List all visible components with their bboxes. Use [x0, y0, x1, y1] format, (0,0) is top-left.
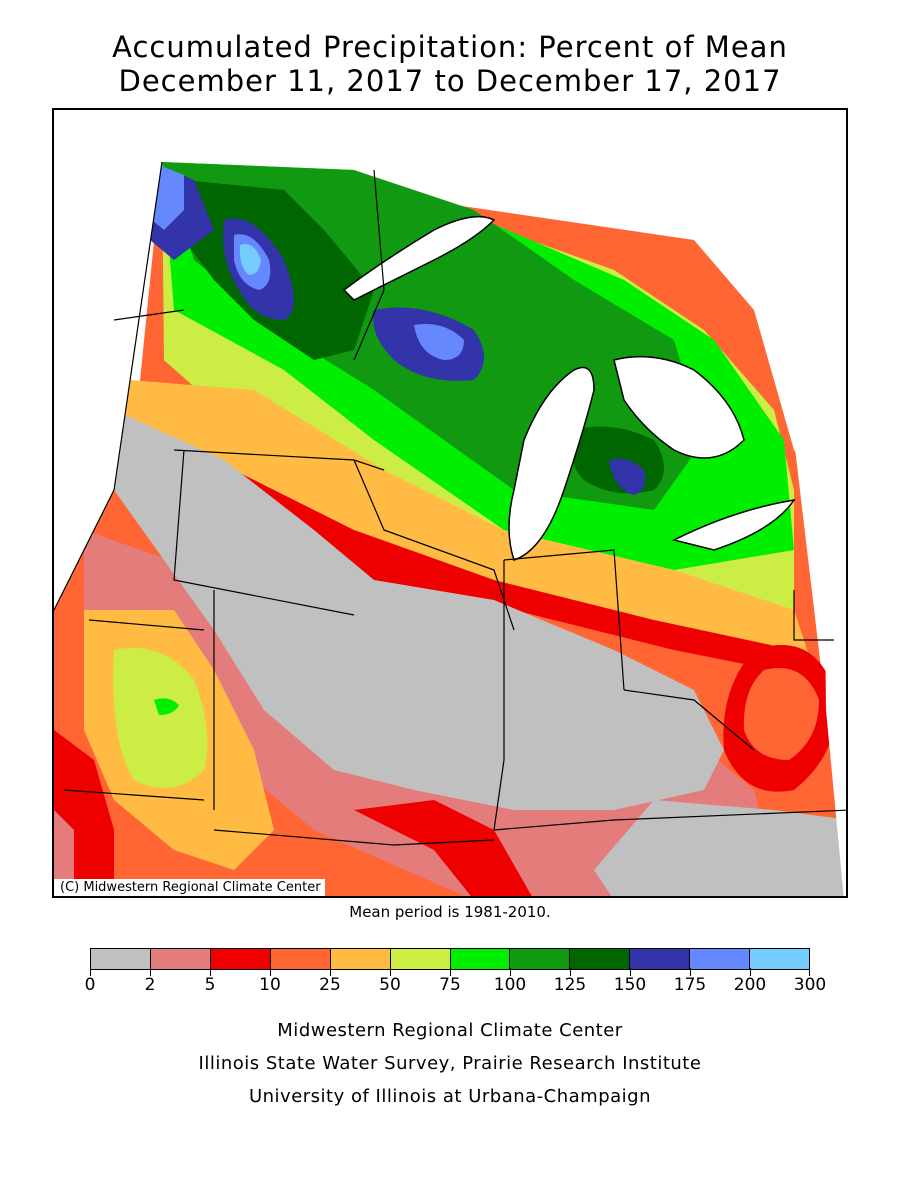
legend-tick [90, 968, 91, 976]
legend-break-label: 2 [144, 975, 156, 995]
lake-superior [342, 215, 496, 301]
legend-tick [510, 968, 511, 976]
legend-swatch-2 [210, 949, 271, 969]
legend-swatch-1 [150, 949, 211, 969]
legend-swatch-11 [750, 949, 810, 969]
legend-tick [809, 968, 810, 976]
precipitation-map: (C) Midwestern Regional Climate Center [52, 108, 848, 898]
legend-tick [270, 968, 271, 976]
lake-erie [671, 498, 796, 551]
legend-break-label: 50 [379, 975, 401, 995]
legend-break-label: 150 [613, 975, 647, 995]
lake-huron [613, 355, 745, 459]
legend-break-label: 75 [439, 975, 461, 995]
legend-break-label: 125 [553, 975, 587, 995]
footer-survey: Illinois State Water Survey, Prairie Res… [198, 1053, 702, 1074]
great-lakes [342, 215, 796, 561]
color-legend [90, 948, 810, 970]
footer-university: University of Illinois at Urbana-Champai… [248, 1086, 652, 1107]
legend-tick [690, 968, 691, 976]
legend-swatch-7 [510, 949, 571, 969]
legend-tick [450, 968, 451, 976]
legend-tick [210, 968, 211, 976]
domain-mask [54, 110, 846, 896]
legend-swatch-6 [450, 949, 511, 969]
map-title: Accumulated Precipitation: Percent of Me… [112, 30, 788, 64]
state-boundaries [54, 161, 846, 846]
copyright-credit: (C) Midwestern Regional Climate Center [54, 879, 325, 896]
legend-tick [630, 968, 631, 976]
legend-tick [150, 968, 151, 976]
footer-organization: Midwestern Regional Climate Center [277, 1020, 623, 1041]
legend-swatch-8 [570, 949, 631, 969]
legend-swatch-9 [630, 949, 691, 969]
legend-break-label: 200 [733, 975, 767, 995]
legend-swatch-0 [91, 949, 151, 969]
map-date-range: December 11, 2017 to December 17, 2017 [118, 64, 782, 98]
legend-tick [330, 968, 331, 976]
legend-break-label: 175 [673, 975, 707, 995]
legend-swatch-10 [690, 949, 751, 969]
legend-break-label: 100 [493, 975, 527, 995]
legend-break-label: 10 [259, 975, 281, 995]
mean-period-note: Mean period is 1981-2010. [349, 903, 551, 921]
legend-tick [390, 968, 391, 976]
lake-michigan [508, 366, 595, 561]
legend-break-label: 25 [319, 975, 341, 995]
legend-break-label: 300 [793, 975, 827, 995]
legend-swatch-4 [330, 949, 391, 969]
legend-tick [570, 968, 571, 976]
legend-swatch-5 [390, 949, 451, 969]
legend-ticks [90, 968, 810, 976]
legend-swatch-3 [270, 949, 331, 969]
legend-break-label: 0 [84, 975, 96, 995]
legend-tick [750, 968, 751, 976]
legend-break-label: 5 [204, 975, 216, 995]
